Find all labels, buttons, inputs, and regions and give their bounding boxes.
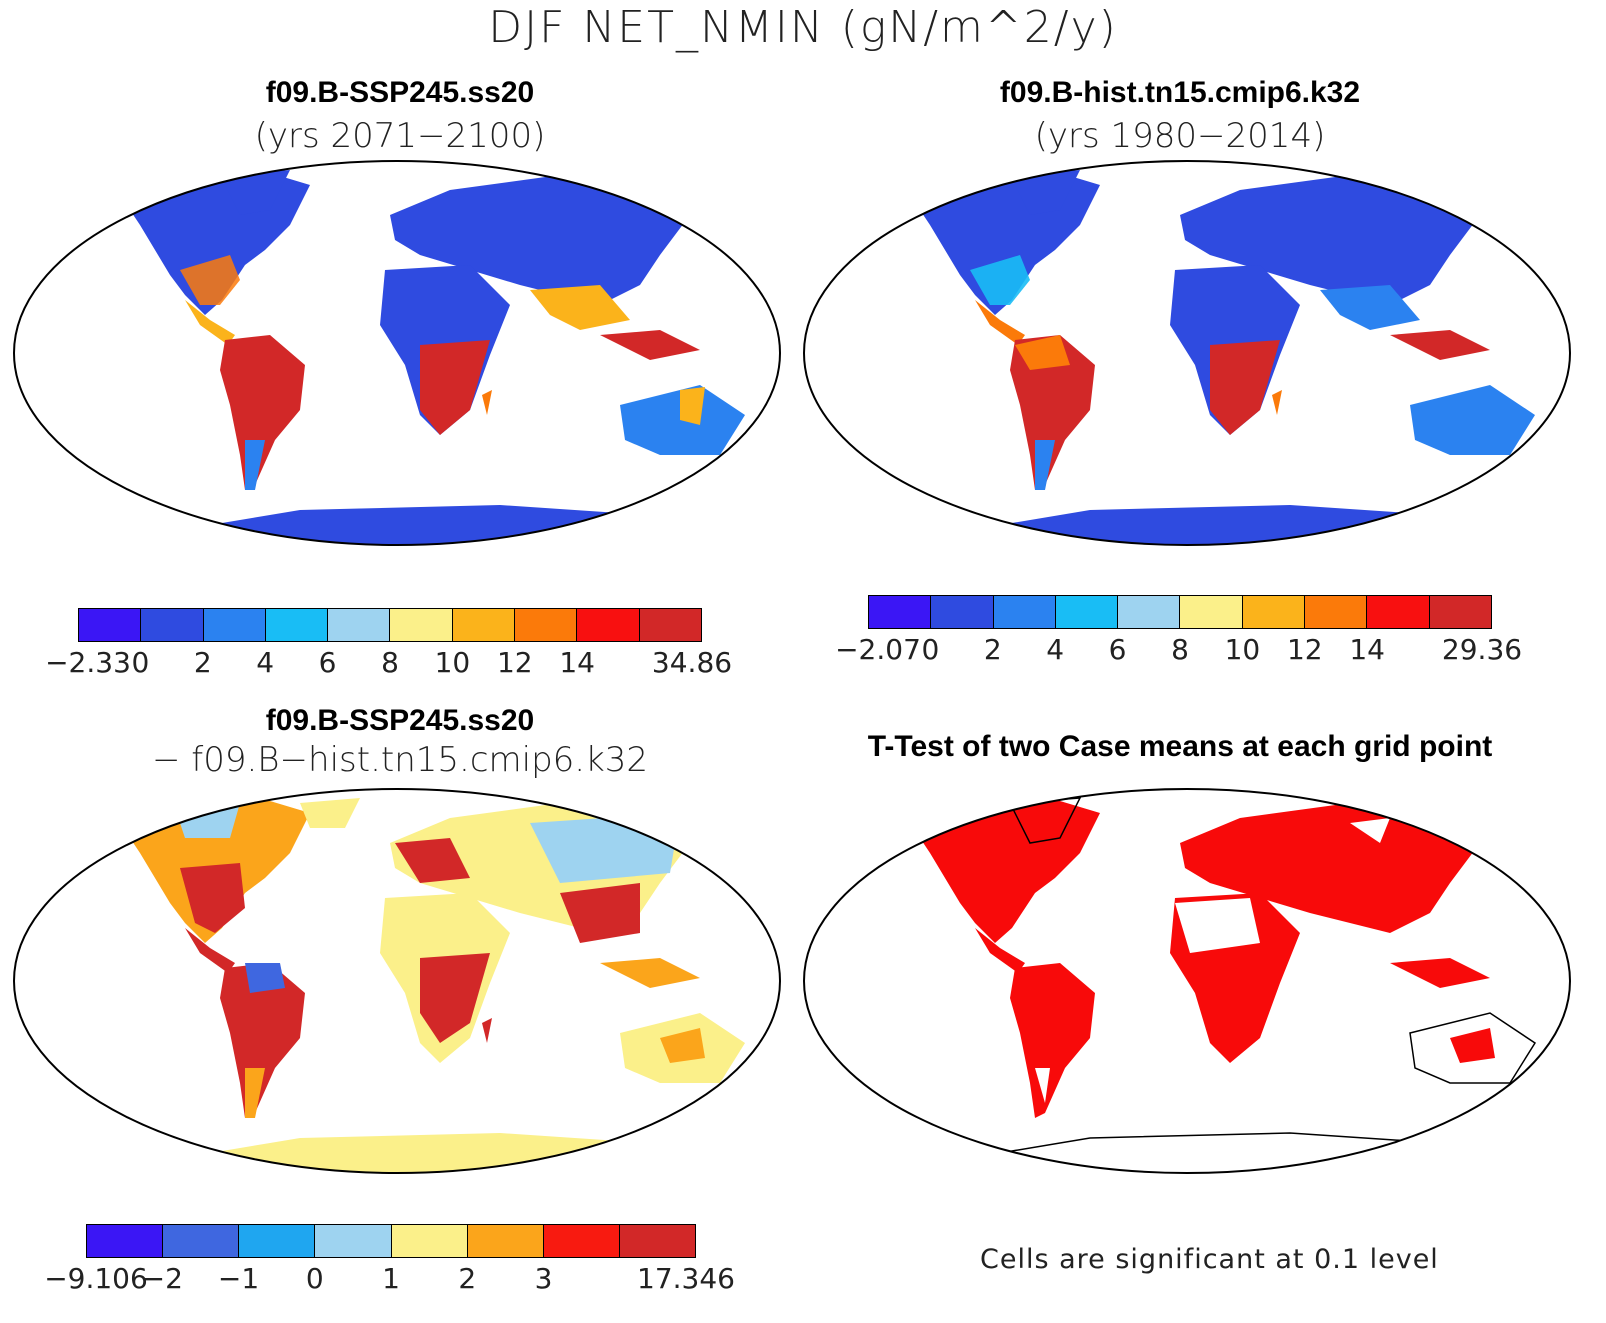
colorbar-tick-label: 8 (1171, 633, 1189, 666)
colorbar-tick-label: 12 (1286, 633, 1323, 666)
australia (1410, 385, 1535, 455)
colorbar-tick-label: 1 (382, 1262, 400, 1295)
colorbar-tick-label: 8 (381, 646, 399, 679)
panel1-map (13, 160, 781, 546)
colorbar-swatch (1367, 596, 1430, 628)
colorbar-swatch (993, 596, 1056, 628)
colorbar-swatch (515, 609, 578, 641)
colorbar-swatch (1055, 596, 1119, 628)
colorbar-tick-label: 0 (305, 1262, 324, 1295)
colorbar-tick-label: 2 (983, 633, 1002, 666)
panel2-map (803, 160, 1571, 546)
colorbar-swatch (467, 1225, 544, 1257)
significance-note: Cells are significant at 0.1 level (980, 1244, 1439, 1275)
panel1-subtitle: (yrs 2071−2100) (254, 116, 546, 156)
colorbar-tick-label: −1 (217, 1262, 260, 1295)
colorbar-swatch (141, 609, 204, 641)
africa-south (420, 340, 490, 435)
panel3-map (13, 788, 781, 1174)
colorbar-tick-label: −9.106 (44, 1262, 148, 1295)
colorbar-swatch (163, 1225, 240, 1257)
south-asia (530, 285, 630, 330)
colorbar-swatch (203, 609, 266, 641)
south-america (1010, 335, 1095, 490)
panel1-colorbar (78, 608, 702, 642)
panel3-title: f09.B-SSP245.ss20 (265, 704, 535, 737)
colorbar-swatch (1118, 596, 1181, 628)
colorbar-swatch (639, 609, 701, 641)
colorbar-swatch (328, 609, 391, 641)
colorbar-swatch (1180, 596, 1243, 628)
panel4-title: T-Test of two Case means at each grid po… (867, 730, 1493, 763)
colorbar-swatch (315, 1225, 392, 1257)
colorbar-tick-label: 14 (559, 646, 596, 679)
colorbar-tick-label: 6 (1108, 633, 1127, 666)
colorbar-swatch (577, 609, 640, 641)
colorbar-swatch (452, 609, 516, 641)
south-america (220, 335, 305, 490)
colorbar-swatch (390, 609, 453, 641)
colorbar-tick-label: 4 (256, 646, 275, 679)
panel3-subtitle: − f09.B−hist.tn15.cmip6.k32 (151, 740, 649, 780)
panel4-map (803, 788, 1571, 1174)
figure-title: DJF NET_NMIN (gN/m^2/y) (488, 2, 1118, 53)
colorbar-tick-label: 2 (458, 1262, 477, 1295)
colorbar-tick-label: 17.346 (637, 1262, 735, 1295)
colorbar-tick-label: 10 (434, 646, 471, 679)
colorbar-tick-label: 6 (318, 646, 337, 679)
panel1-title: f09.B-SSP245.ss20 (265, 76, 535, 109)
colorbar-tick-label: 2 (193, 646, 212, 679)
panel2-title: f09.B-hist.tn15.cmip6.k32 (999, 76, 1361, 109)
indonesia (600, 330, 700, 360)
colorbar-swatch (1305, 596, 1368, 628)
sa-south (245, 440, 265, 490)
eurasia (390, 175, 690, 305)
colorbar-swatch (869, 596, 932, 628)
colorbar-tick-label: −2.07 (835, 633, 921, 666)
greenland (220, 170, 290, 215)
colorbar-tick-label: −2 (141, 1262, 183, 1295)
eurasia (1180, 175, 1480, 305)
colorbar-tick-label: 4 (1046, 633, 1065, 666)
colorbar-swatch (265, 609, 329, 641)
colorbar-swatch (619, 1225, 695, 1257)
colorbar-swatch (1242, 596, 1306, 628)
colorbar-tick-label: 0 (131, 646, 150, 679)
colorbar-swatch (543, 1225, 620, 1257)
colorbar-swatch (1429, 596, 1491, 628)
panel3-colorbar (86, 1224, 696, 1258)
colorbar-swatch (79, 609, 142, 641)
colorbar-tick-label: 14 (1349, 633, 1386, 666)
colorbar-tick-label: 3 (534, 1262, 553, 1295)
panel2-colorbar (868, 595, 1492, 629)
colorbar-tick-label: 12 (496, 646, 533, 679)
colorbar-swatch (391, 1225, 468, 1257)
colorbar-tick-label: 10 (1224, 633, 1261, 666)
colorbar-tick-label: 34.86 (651, 646, 733, 679)
panel2-subtitle: (yrs 1980−2014) (1034, 116, 1326, 156)
colorbar-swatch (931, 596, 994, 628)
colorbar-swatch (87, 1225, 164, 1257)
antarctica (30, 505, 760, 545)
na-east (180, 255, 240, 305)
colorbar-tick-label: −2.33 (45, 646, 131, 679)
central-america (185, 300, 235, 345)
colorbar-swatch (239, 1225, 316, 1257)
colorbar-tick-label: 0 (921, 633, 940, 666)
colorbar-tick-label: 29.36 (1441, 633, 1523, 666)
